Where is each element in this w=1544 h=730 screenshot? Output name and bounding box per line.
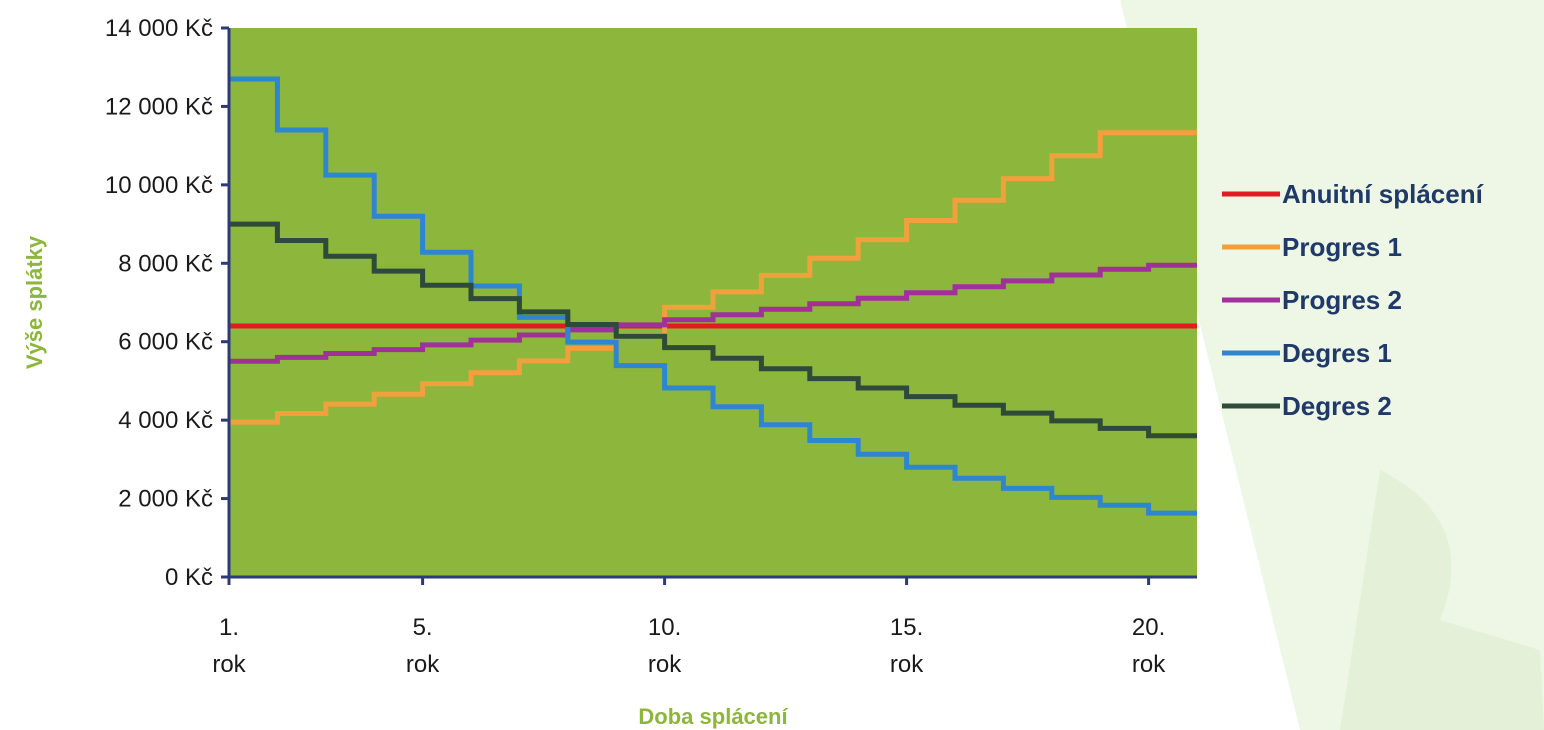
y-tick-label: 6 000 Kč [118, 329, 213, 356]
legend-label-5: Degres 2 [1282, 391, 1392, 421]
y-tick-label: 8 000 Kč [118, 250, 213, 277]
y-tick-label: 14 000 Kč [105, 15, 213, 42]
legend-label-2: Progres 1 [1282, 232, 1402, 262]
series-line-5 [229, 221, 1197, 439]
series-line-4 [229, 76, 1197, 516]
legend-label-4: Degres 1 [1282, 338, 1392, 368]
x-tick-label-unit: rok [1132, 651, 1166, 678]
series-line-2 [229, 130, 1197, 425]
y-tick-label: 10 000 Kč [105, 172, 213, 199]
y-axis-ticks: 0 Kč 2 000 Kč 4 000 Kč 6 000 Kč 8 000 Kč 10 0… [105, 15, 229, 591]
x-tick-label-unit: rok [212, 651, 246, 678]
y-tick-label: 0 Kč [165, 564, 213, 591]
y-tick-label: 4 000 Kč [118, 407, 213, 434]
x-axis-title: Doba splácení [638, 704, 788, 729]
series-line-3 [229, 262, 1197, 364]
legend-label-1: Anuitní splácení [1282, 179, 1484, 209]
y-axis-title: Výše splátky [22, 235, 47, 369]
x-tick-label-unit: rok [648, 651, 682, 678]
x-tick-label: 20. [1132, 614, 1165, 641]
series-lines [229, 76, 1197, 516]
x-tick-label-unit: rok [890, 651, 924, 678]
background-shape [1340, 470, 1544, 730]
x-tick-label: 10. [648, 614, 681, 641]
legend-label-3: Progres 2 [1282, 285, 1402, 315]
background-decoration [1120, 0, 1544, 730]
x-axis-ticks: 1. rok 5. rok 10. rok 15. rok 20. rok [212, 577, 1166, 678]
legend: Anuitní splácení Progres 1 Progres 2 Degres… [1222, 179, 1484, 421]
y-tick-label: 12 000 Kč [105, 93, 213, 120]
x-tick-label-unit: rok [406, 651, 440, 678]
x-tick-label: 1. [219, 614, 239, 641]
x-tick-label: 5. [413, 614, 433, 641]
x-tick-label: 15. [890, 614, 923, 641]
y-tick-label: 2 000 Kč [118, 486, 213, 513]
